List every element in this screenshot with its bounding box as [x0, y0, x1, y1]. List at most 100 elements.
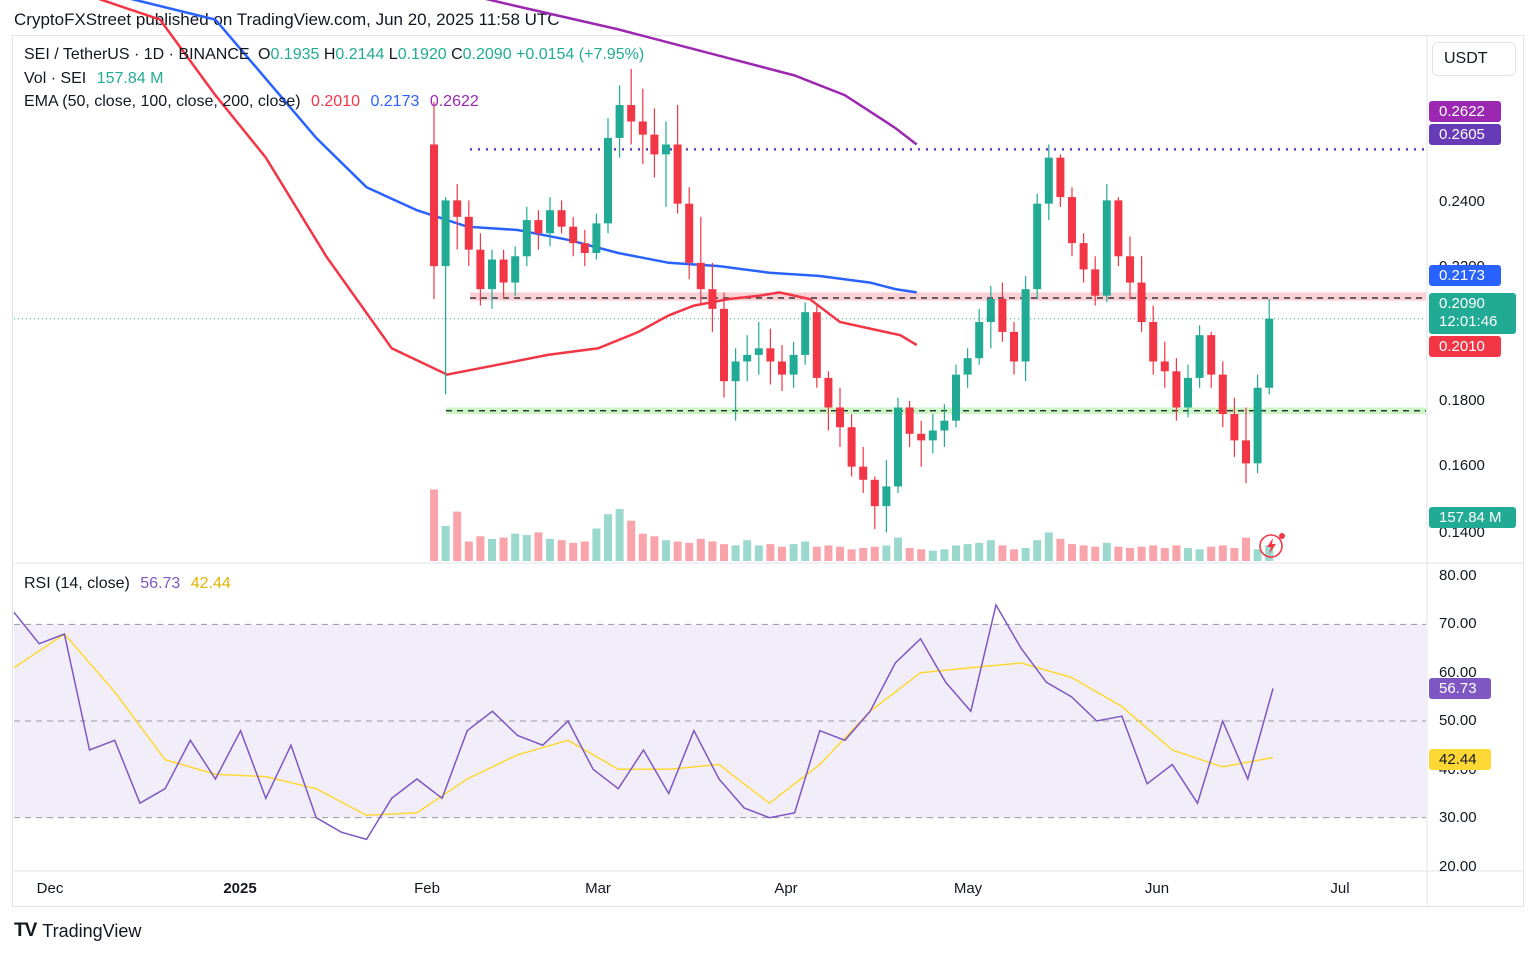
ema50-value: 0.2010 [311, 93, 360, 110]
candle-body [952, 374, 960, 421]
volume-bar [1137, 546, 1146, 561]
volume-bar [1079, 545, 1088, 561]
volume-bar [638, 533, 647, 561]
symbol-title[interactable]: SEI / TetherUS · 1D · BINANCE [24, 46, 250, 63]
candle-body [1184, 377, 1192, 408]
candle-body [1149, 322, 1158, 362]
close-value: 0.2090 [462, 46, 512, 63]
volume-bar [441, 525, 450, 561]
time-axis-label: Feb [414, 880, 440, 897]
ema100-value: 0.2173 [370, 93, 420, 110]
publisher-line: CryptoFXStreet published on TradingView.… [14, 10, 560, 29]
candle-body [1079, 243, 1088, 270]
time-axis-label: Dec [36, 880, 64, 897]
candle-body [743, 354, 752, 362]
candle-body [1195, 335, 1204, 378]
volume-bar [894, 537, 902, 561]
time-axis-label: Apr [774, 880, 798, 897]
candle-body [1242, 440, 1250, 464]
candle-body [615, 105, 624, 138]
volume-bar [488, 538, 496, 561]
volume-bar [824, 545, 833, 561]
candle-body [1114, 200, 1123, 257]
candle-body [534, 220, 543, 234]
rsi-legend: RSI (14, close) 56.73 42.44 [24, 575, 231, 593]
volume-bar [1091, 546, 1100, 561]
volume-bar [1033, 540, 1042, 561]
volume-legend: Vol · SEI 157.84 M [24, 70, 163, 88]
volume-value: 157.84 M [96, 70, 164, 87]
rsi-axis-label: 50.00 [1439, 712, 1477, 729]
volume-bar [1114, 546, 1123, 561]
last-price-tag: 0.2090 12:01:46 [1429, 293, 1516, 334]
candle-body [1207, 335, 1216, 375]
volume-bar [952, 545, 960, 561]
candle-body [1068, 197, 1076, 244]
candle-body [1010, 331, 1018, 362]
open-key: O [258, 46, 271, 63]
candle-body [1091, 269, 1100, 296]
candle-body [569, 226, 578, 244]
price-axis-label: 0.1600 [1439, 457, 1485, 474]
volume-bar [499, 537, 508, 561]
candle-body [696, 262, 705, 290]
volume-bar [1218, 545, 1227, 561]
candle-body [789, 354, 798, 375]
candle-body [580, 243, 589, 253]
candle-body [998, 299, 1007, 332]
volume-bar [836, 546, 844, 561]
volume-bar [1265, 545, 1274, 561]
volume-tag: 157.84 M [1429, 507, 1516, 528]
volume-bar [546, 538, 554, 561]
candle-body [1253, 387, 1262, 464]
volume-bar [1184, 548, 1192, 561]
candle-body [894, 407, 902, 487]
volume-bar [1207, 546, 1216, 561]
volume-bar [662, 540, 670, 561]
volume-bar [986, 540, 995, 561]
resistance-zone [470, 292, 1426, 301]
candle-body [441, 200, 450, 267]
volume-bar [812, 546, 821, 561]
candle-body [917, 433, 926, 441]
volume-bar [685, 542, 694, 561]
volume-bar [476, 536, 485, 561]
volume-bar [1172, 545, 1181, 561]
rsi-ma-tag: 42.44 [1429, 749, 1491, 770]
volume-bar [1126, 548, 1134, 561]
candle-body [766, 348, 775, 362]
bar-countdown: 12:01:46 [1439, 313, 1498, 330]
candle-body [905, 407, 914, 434]
volume-bar [1242, 537, 1250, 561]
volume-bar [650, 536, 659, 561]
rsi-label[interactable]: RSI (14, close) [24, 575, 130, 592]
volume-bar [1056, 538, 1065, 561]
candle-body [511, 256, 520, 283]
candle-body [638, 121, 647, 135]
volume-bar [511, 533, 520, 561]
volume-bar [1102, 542, 1111, 561]
currency-button[interactable]: USDT [1432, 42, 1516, 76]
ema50-tag: 0.2010 [1429, 336, 1501, 357]
volume-bar [522, 535, 531, 561]
ema-label[interactable]: EMA (50, close, 100, close, 200, close) [24, 93, 301, 110]
candle-body [963, 358, 972, 375]
volume-bar [1195, 549, 1204, 561]
candle-body [1160, 361, 1169, 372]
lightning-icon[interactable] [1257, 531, 1287, 561]
rsi-ma-value: 42.44 [190, 575, 231, 592]
tradingview-logo[interactable]: TV TradingView [14, 920, 141, 942]
candle-body [812, 312, 821, 378]
rsi-axis-label: 20.00 [1439, 858, 1477, 875]
volume-label[interactable]: Vol · SEI [24, 70, 87, 87]
volume-bar [905, 548, 914, 561]
volume-bar [1253, 549, 1262, 561]
time-axis-label: Jun [1144, 880, 1170, 897]
candle-body [662, 144, 670, 155]
rsi-value: 56.73 [140, 575, 181, 592]
time-axis-label: May [953, 880, 983, 897]
candle-body [1033, 203, 1042, 290]
volume-bar [801, 541, 810, 561]
volume-bar [743, 540, 752, 561]
